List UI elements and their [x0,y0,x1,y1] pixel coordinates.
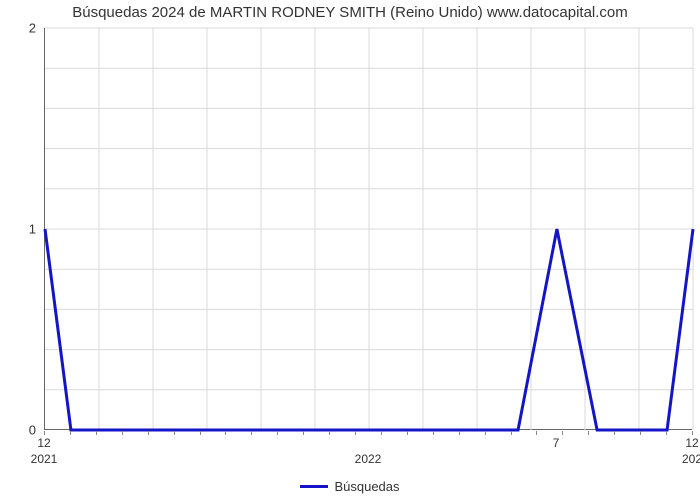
x-tick-minor [303,431,304,435]
x-tick-label-row1: 7 [553,436,560,450]
x-tick-minor [666,431,667,435]
x-tick-minor [459,431,460,435]
grid [45,28,693,430]
legend-label: Búsquedas [334,479,399,494]
x-tick-minor [225,431,226,435]
x-tick-minor [251,431,252,435]
x-tick-minor [640,431,641,435]
x-tick-label-row1: 12 [37,436,50,450]
plot-area [44,28,692,430]
x-tick-minor [562,431,563,435]
y-tick-label: 1 [0,222,36,237]
x-tick-minor [407,431,408,435]
x-tick-minor [511,431,512,435]
x-tick-minor [70,431,71,435]
chart-title: Búsquedas 2024 de MARTIN RODNEY SMITH (R… [0,4,700,21]
x-tick-minor [200,431,201,435]
legend: Búsquedas [0,478,700,494]
x-tick-minor [174,431,175,435]
x-tick-minor [381,431,382,435]
x-tick-minor [44,431,45,435]
x-tick-minor [329,431,330,435]
x-tick-minor [614,431,615,435]
chart-container: Búsquedas 2024 de MARTIN RODNEY SMITH (R… [0,0,700,500]
x-tick-label-row1: 12 [685,436,698,450]
x-tick-minor [588,431,589,435]
x-tick-label-row2: 202 [682,452,700,466]
y-tick-label: 0 [0,423,36,438]
x-tick-minor [277,431,278,435]
x-tick-minor [355,431,356,435]
x-tick-minor [536,431,537,435]
x-tick-label-row2: 2021 [31,452,58,466]
x-tick-minor [122,431,123,435]
x-tick-minor [485,431,486,435]
x-tick-minor [148,431,149,435]
y-tick-label: 2 [0,21,36,36]
x-tick-minor [692,431,693,435]
legend-swatch [300,485,328,488]
x-tick-minor [96,431,97,435]
x-tick-minor [433,431,434,435]
x-tick-label-row2: 2022 [355,452,382,466]
plot-svg [45,28,693,430]
